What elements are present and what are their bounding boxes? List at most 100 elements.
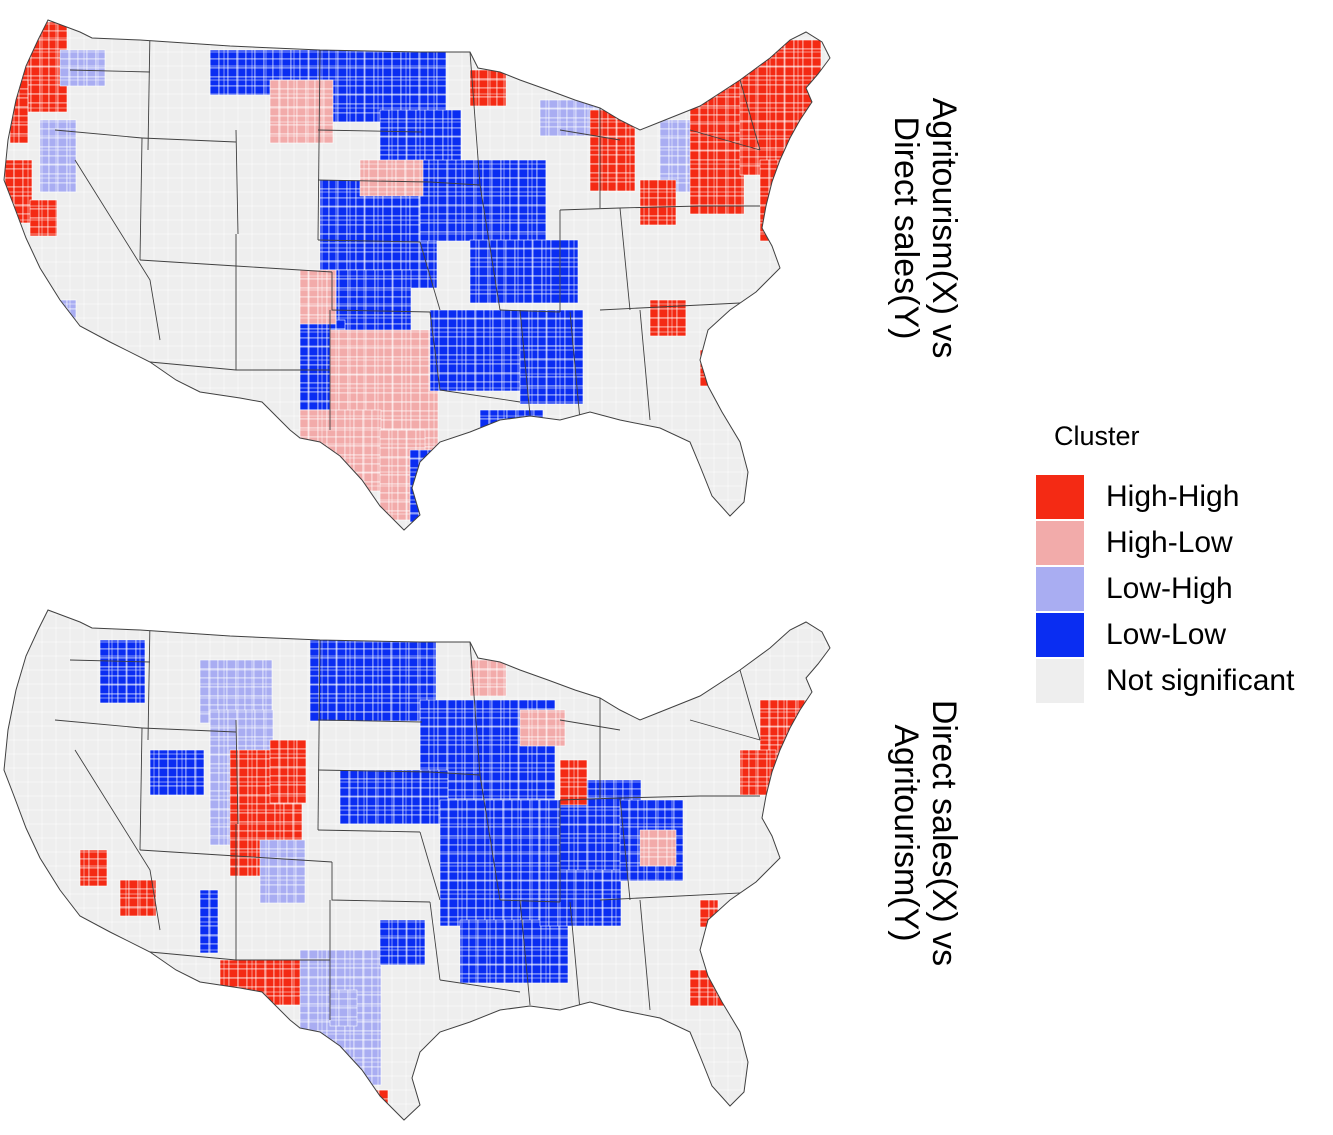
county-cell	[639, 197, 650, 208]
county-cell	[21, 21, 32, 32]
county-cell	[347, 1007, 358, 1018]
county-cell	[353, 427, 364, 438]
county-cell	[475, 907, 486, 918]
county-cell	[491, 744, 502, 755]
county-cell	[484, 835, 495, 846]
county-cell	[811, 120, 822, 131]
county-cell	[429, 309, 440, 320]
county-cell	[410, 392, 421, 403]
county-cell	[457, 862, 468, 873]
county-cell	[496, 266, 507, 277]
state-border	[317, 239, 421, 243]
county-cell	[199, 704, 210, 715]
county-cell	[247, 776, 258, 787]
county-cell	[390, 702, 401, 713]
county-cell	[436, 67, 447, 78]
county-cell	[363, 657, 374, 668]
county-cell	[427, 512, 438, 523]
county-cell	[344, 1066, 355, 1077]
county-cell	[478, 293, 489, 304]
county-cell	[420, 805, 431, 816]
county-cell	[549, 964, 560, 975]
county-cell	[493, 835, 504, 846]
county-cell	[404, 186, 415, 197]
county-cell	[448, 853, 459, 864]
county-cell	[308, 427, 319, 438]
county-cell	[698, 195, 709, 206]
county-cell	[336, 1125, 345, 1130]
cluster-legend: Cluster High-High High-Low Low-High Low-…	[1036, 420, 1331, 704]
county-cell	[506, 427, 517, 438]
county-cell	[397, 447, 408, 458]
county-cell	[446, 744, 457, 755]
county-cell	[557, 898, 568, 909]
county-cell	[335, 319, 346, 330]
county-cell	[707, 69, 718, 80]
county-cell	[357, 805, 368, 816]
county-cell	[299, 1097, 310, 1108]
county-cell	[628, 853, 639, 864]
county-cell	[308, 337, 319, 348]
county-cell	[57, 182, 68, 193]
county-cell	[305, 88, 316, 99]
county-cell	[536, 744, 547, 755]
county-cell	[520, 880, 531, 891]
county-cell	[88, 876, 99, 887]
county-cell	[345, 684, 356, 695]
county-cell	[236, 736, 247, 747]
county-cell	[500, 222, 511, 233]
county-cell	[428, 195, 439, 206]
county-cell	[676, 308, 687, 319]
county-cell	[666, 206, 677, 217]
county-cell	[68, 58, 79, 69]
legend-item-low-low: Low-Low	[1036, 612, 1331, 658]
state-border	[559, 719, 621, 731]
county-cell	[418, 49, 429, 60]
county-cell	[475, 880, 486, 891]
county-cell	[509, 699, 520, 710]
county-cell	[167, 785, 178, 796]
county-cell	[254, 85, 265, 96]
county-cell	[48, 39, 59, 50]
county-cell	[466, 853, 477, 864]
county-cell	[568, 833, 579, 844]
county-cell	[500, 789, 511, 800]
county-cell	[510, 372, 521, 383]
county-cell	[199, 898, 210, 909]
county-cell	[319, 224, 330, 235]
county-cell	[555, 376, 566, 387]
county-cell	[537, 327, 548, 338]
county-cell	[338, 374, 349, 385]
county-cell	[536, 222, 547, 233]
county-cell	[378, 1107, 389, 1118]
county-cell	[278, 88, 289, 99]
county-cell	[383, 296, 394, 307]
county-cell	[410, 365, 421, 376]
county-cell	[487, 668, 498, 679]
county-cell	[424, 127, 435, 138]
county-cell	[637, 871, 648, 882]
county-cell	[628, 862, 639, 873]
county-cell	[659, 146, 670, 157]
county-cell	[259, 893, 270, 904]
county-cell	[491, 159, 502, 170]
county-cell	[668, 146, 679, 157]
county-cell	[448, 907, 459, 918]
county-cell	[287, 793, 298, 804]
county-cell	[493, 799, 504, 810]
county-cell	[748, 102, 759, 113]
county-cell	[401, 329, 412, 340]
county-cell	[287, 766, 298, 777]
county-cell	[335, 418, 346, 429]
county-cell	[295, 875, 306, 886]
county-cell	[437, 186, 448, 197]
county-cell	[268, 839, 279, 850]
county-cell	[550, 284, 561, 295]
county-cell	[739, 57, 750, 68]
county-cell	[264, 977, 275, 988]
county-cell	[383, 392, 394, 403]
county-cell	[446, 735, 457, 746]
county-cell	[457, 907, 468, 918]
county-cell	[437, 726, 448, 737]
county-cell	[176, 776, 187, 787]
